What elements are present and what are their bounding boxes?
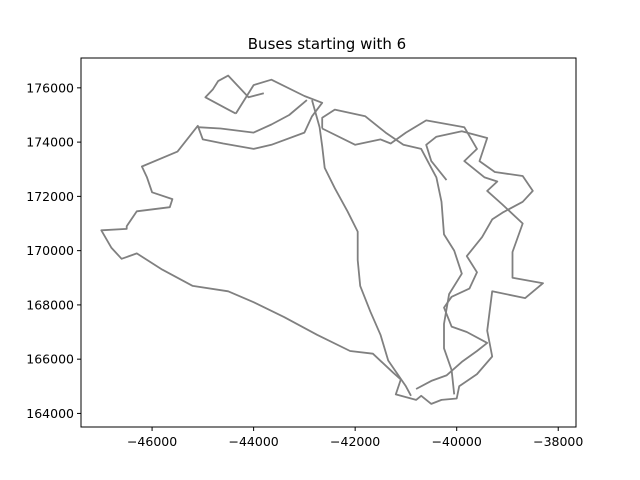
- plot-frame: [80, 57, 577, 428]
- bus-route-line-2: [321, 108, 463, 395]
- y-tick-label: 170000: [26, 243, 74, 258]
- bus-route-line-4: [197, 99, 308, 134]
- bus-route-line-1: [311, 99, 412, 397]
- y-tick-label: 174000: [26, 135, 74, 150]
- y-axis: 164000 166000 168000 170000 172000 174000 1760…: [26, 80, 81, 421]
- y-tick-label: 166000: [26, 352, 74, 367]
- x-tick-label: −44000: [228, 434, 278, 449]
- bus-route-line-3: [100, 78, 544, 405]
- series-layer: [100, 74, 544, 405]
- x-tick-label: −46000: [127, 434, 177, 449]
- y-tick-label: 164000: [26, 406, 74, 421]
- x-tick-label: −40000: [432, 434, 482, 449]
- y-tick-label: 176000: [26, 80, 74, 95]
- bus-route-line-6: [415, 130, 534, 390]
- y-tick-label: 172000: [26, 189, 74, 204]
- x-axis: −46000 −44000 −42000 −40000 −38000: [127, 427, 583, 449]
- x-tick-label: −42000: [330, 434, 380, 449]
- y-tick-label: 168000: [26, 297, 74, 312]
- x-tick-label: −38000: [533, 434, 583, 449]
- bus-route-line-5: [204, 74, 265, 115]
- chart-title: Buses starting with 6: [248, 35, 406, 53]
